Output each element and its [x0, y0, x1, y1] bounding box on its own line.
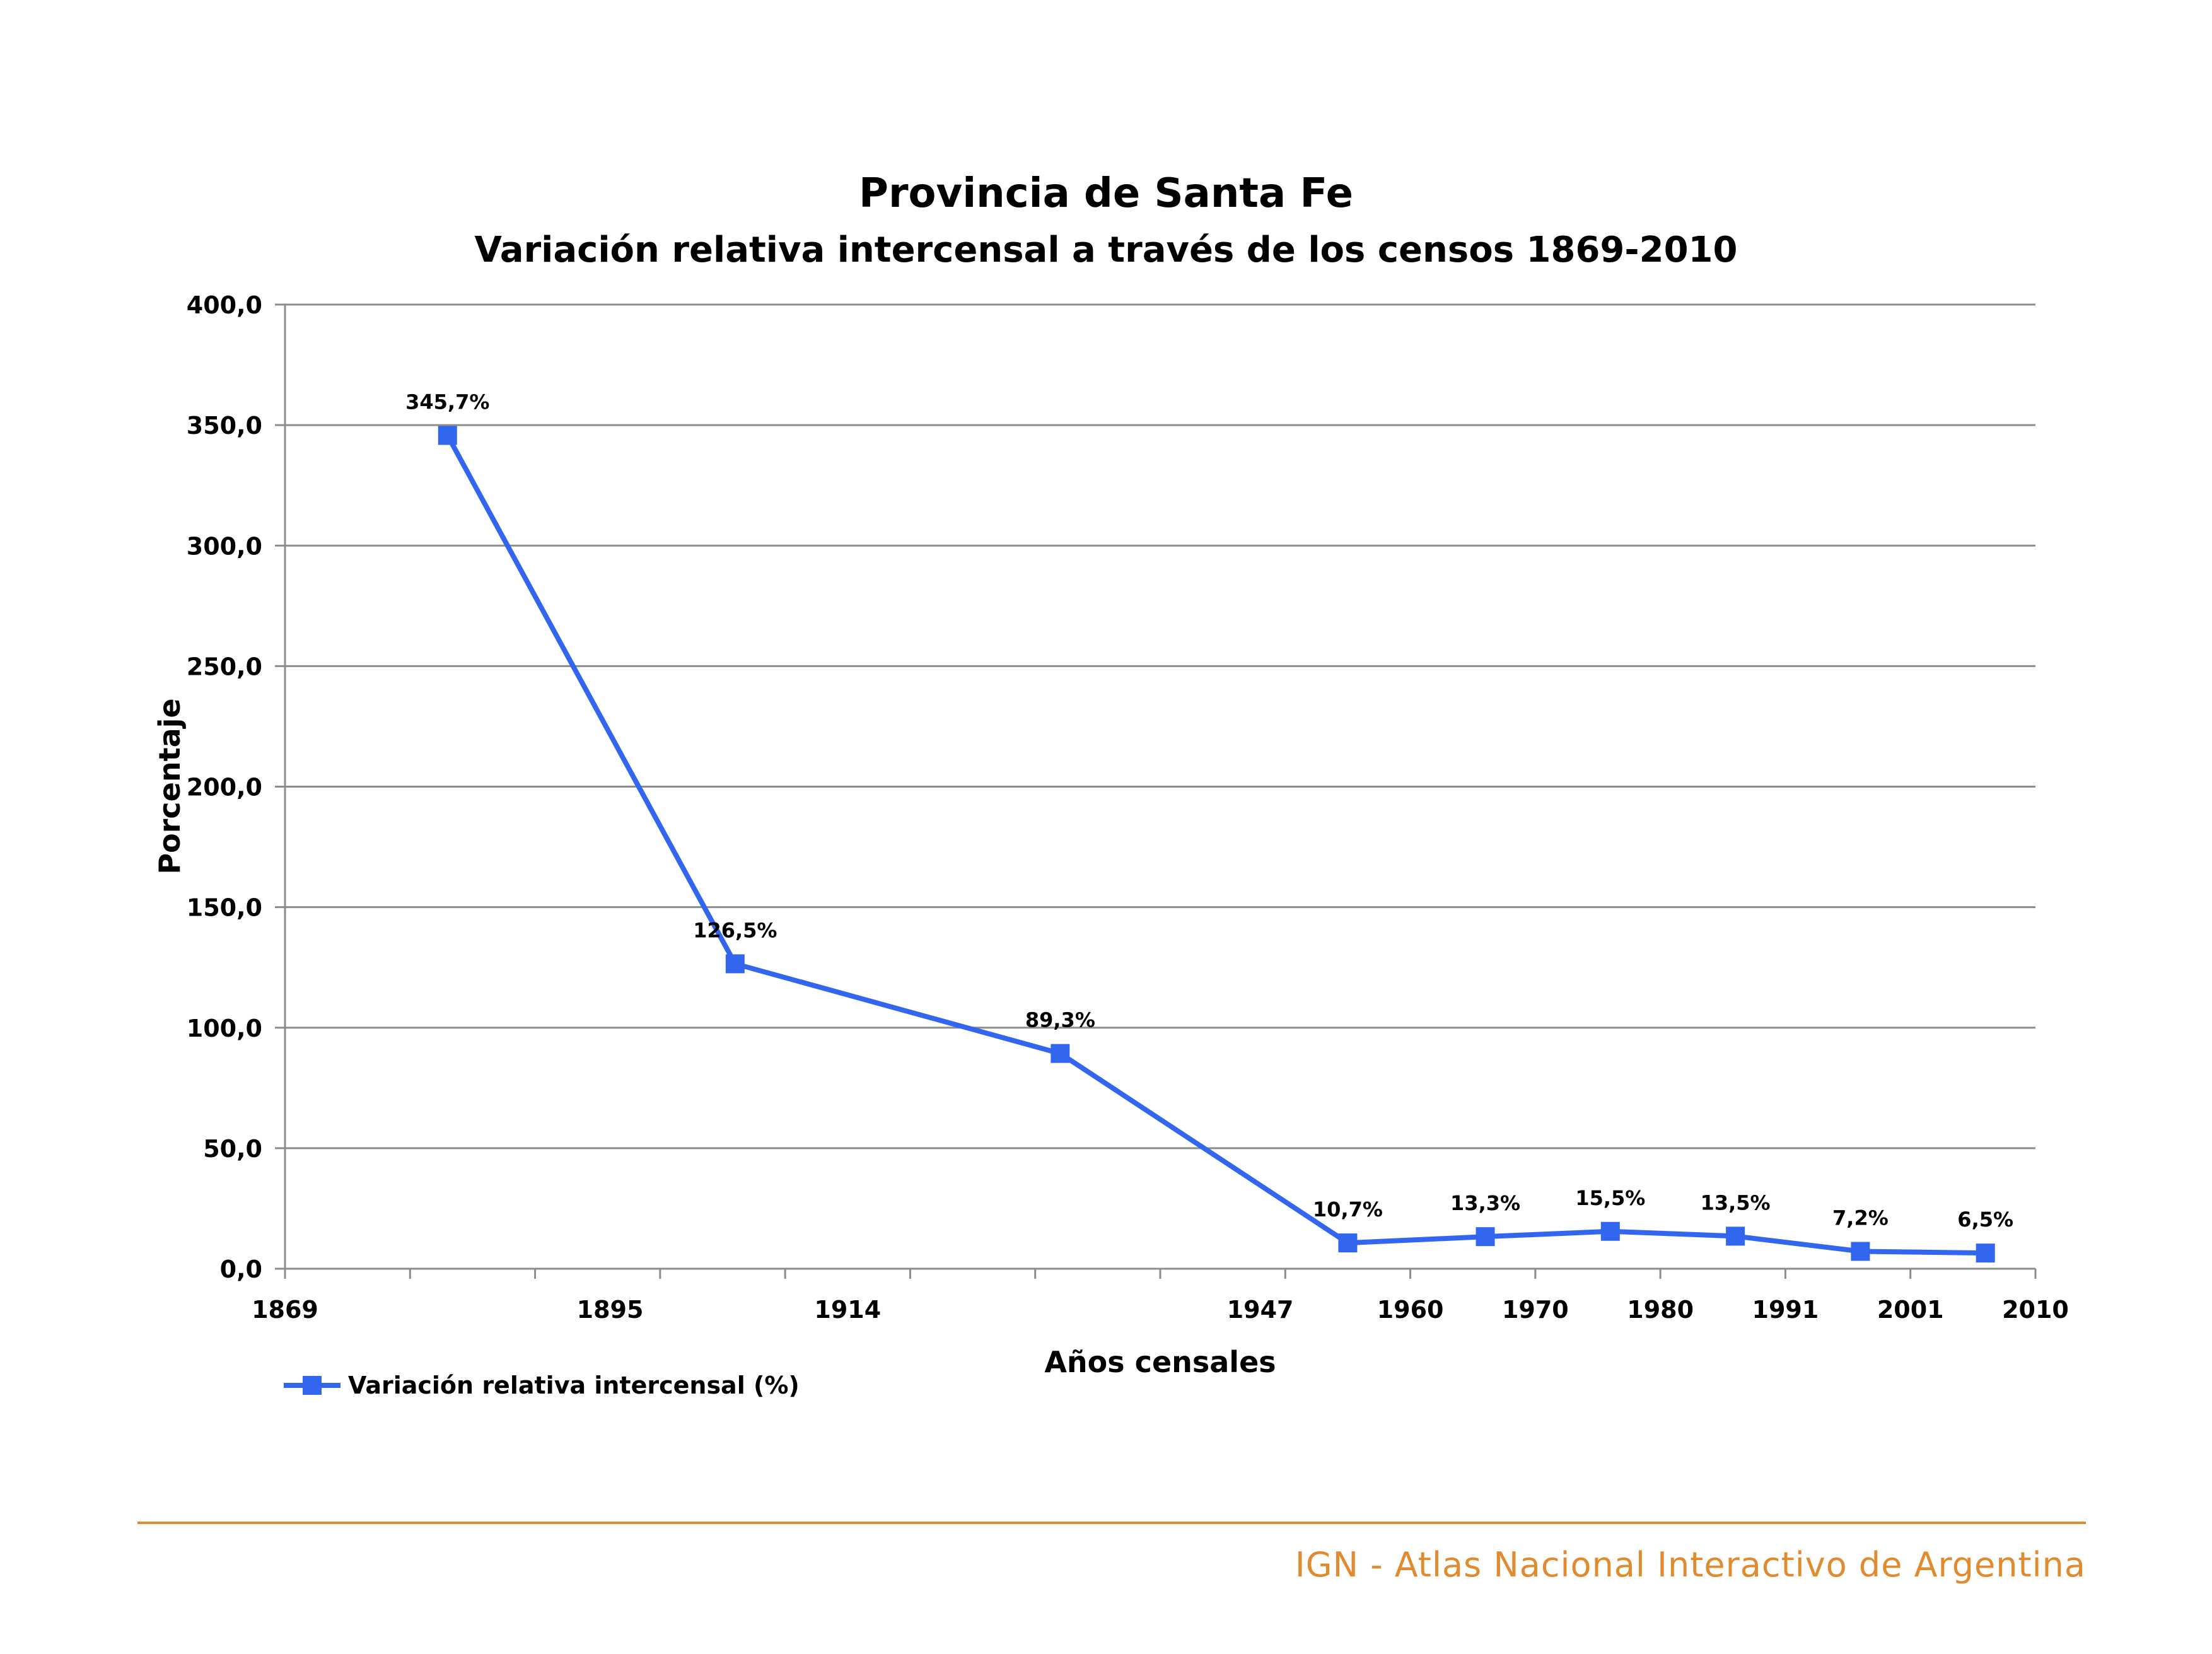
y-tick-label: 50,0 — [203, 1135, 262, 1163]
y-tick-label: 300,0 — [187, 532, 262, 560]
x-tick-label: 1895 — [577, 1296, 644, 1324]
x-tick-label: 1991 — [1752, 1296, 1819, 1324]
data-point-marker — [1851, 1242, 1870, 1261]
y-tick-label: 0,0 — [220, 1255, 262, 1283]
data-point-marker — [1976, 1243, 1995, 1263]
data-label: 6,5% — [1957, 1208, 2013, 1232]
y-tick-label: 400,0 — [187, 291, 262, 319]
x-tick-labels: 1869 1895 1914 1947 1960 1970 1980 1991 2001 2010 — [252, 1296, 2069, 1324]
x-tick-label: 1914 — [814, 1296, 881, 1324]
data-label: 345,7% — [405, 390, 489, 414]
data-label: 7,2% — [1832, 1206, 1889, 1230]
y-tick-label: 100,0 — [187, 1015, 262, 1042]
data-label: 13,3% — [1450, 1191, 1520, 1215]
data-label: 13,5% — [1701, 1191, 1771, 1214]
footer-credit: IGN - Atlas Nacional Interactivo de Arge… — [1295, 1545, 2086, 1585]
x-axis-title: Años censales — [1044, 1345, 1276, 1379]
series-line — [445, 434, 1986, 1256]
data-point-marker — [1476, 1227, 1495, 1247]
data-point-marker — [725, 954, 745, 974]
data-label: 15,5% — [1575, 1186, 1645, 1210]
y-tick-label: 350,0 — [187, 412, 262, 440]
y-tick-labels: 0,0 50,0 100,0 150,0 200,0 250,0 300,0 350,0 400… — [187, 291, 262, 1283]
chart-title: Provincia de Santa Fe — [859, 170, 1353, 217]
gridlines — [275, 303, 2035, 1270]
x-tick-label: 1970 — [1502, 1296, 1569, 1324]
x-tick-label: 1869 — [252, 1296, 318, 1324]
footer-divider — [137, 1522, 2086, 1524]
series-line-group — [438, 426, 1995, 1263]
x-tick-label: 1947 — [1227, 1296, 1294, 1324]
legend: Variación relativa intercensal (%) — [284, 1372, 800, 1399]
axes — [284, 305, 2037, 1279]
data-point-marker — [1726, 1226, 1745, 1246]
data-label: 89,3% — [1025, 1008, 1095, 1032]
data-label: 126,5% — [693, 918, 777, 942]
x-tick-label: 2001 — [1877, 1296, 1944, 1324]
data-label: 10,7% — [1313, 1197, 1383, 1221]
legend-entry-label: Variación relativa intercensal (%) — [348, 1372, 800, 1399]
y-axis-title: Porcentaje — [153, 698, 187, 874]
x-tick-label: 2010 — [2002, 1296, 2069, 1324]
chart-subtitle: Variación relativa intercensal a través … — [475, 230, 1738, 271]
x-tick-label: 1960 — [1377, 1296, 1444, 1324]
data-point-marker — [1338, 1233, 1358, 1253]
x-tick-label: 1980 — [1627, 1296, 1694, 1324]
data-point-marker — [1051, 1044, 1070, 1063]
data-point-marker — [1600, 1221, 1620, 1241]
data-labels: 345,7% 126,5% 89,3% 10,7% 13,3% 15,5% 13,5% 7,2… — [405, 390, 2013, 1232]
legend-marker-swatch — [303, 1376, 322, 1395]
y-tick-label: 200,0 — [187, 774, 262, 801]
data-point-marker — [438, 426, 457, 445]
y-tick-label: 250,0 — [187, 653, 262, 680]
y-tick-label: 150,0 — [187, 894, 262, 922]
